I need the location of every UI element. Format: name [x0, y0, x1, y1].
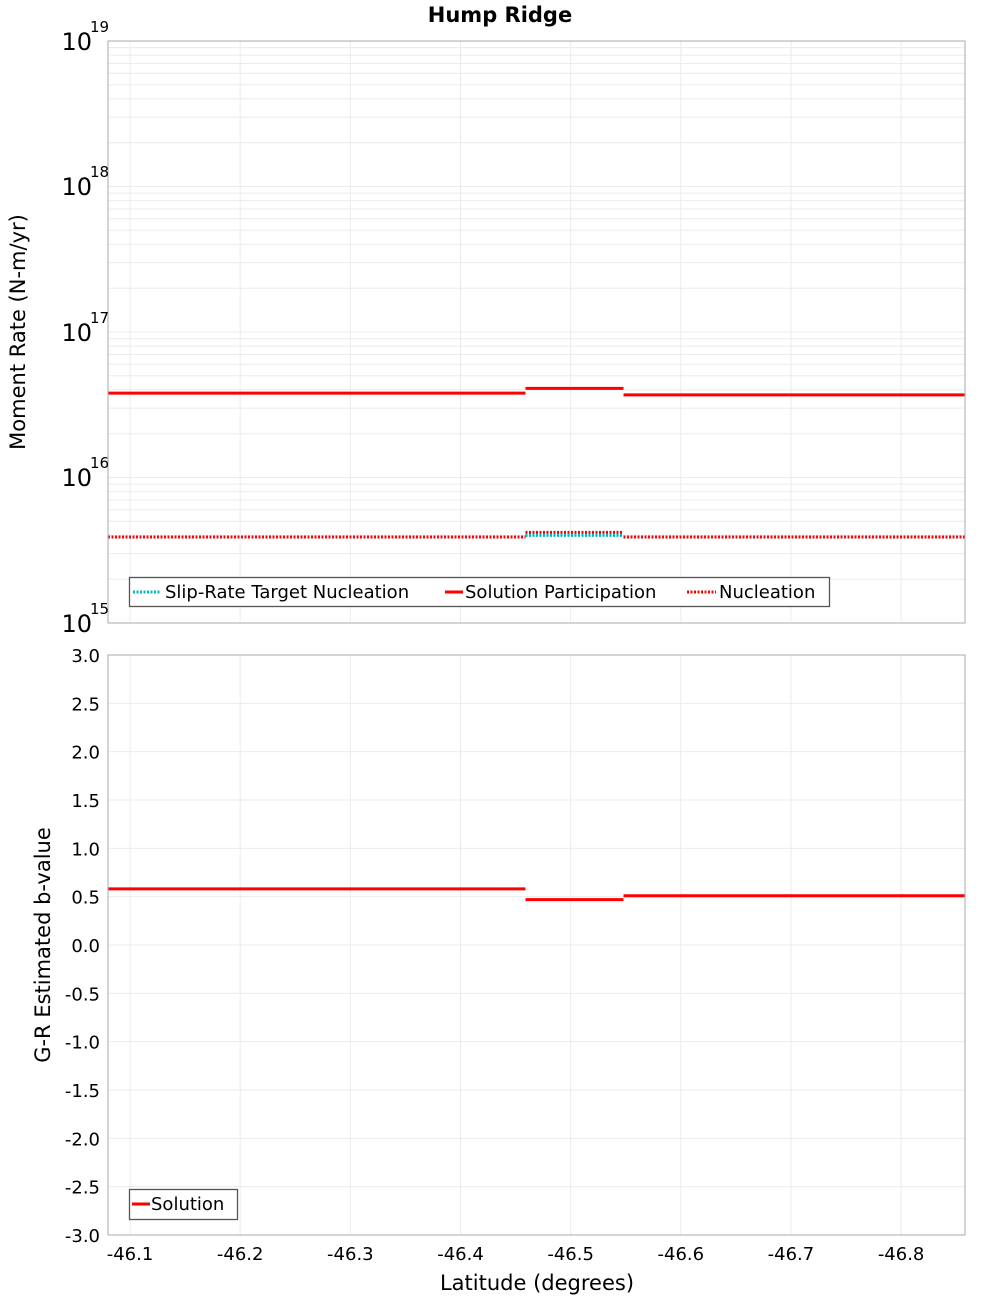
x-tick-label: -46.2	[217, 1244, 264, 1265]
svg-text:10: 10	[61, 464, 92, 492]
x-axis-label: Latitude (degrees)	[440, 1271, 634, 1295]
bottom-legend: Solution	[130, 1190, 238, 1220]
top-y-tick-18: 10 18	[61, 163, 109, 201]
x-tick-label: -46.7	[768, 1244, 815, 1265]
top-y-tick-19: 10 19	[61, 18, 109, 56]
svg-text:10: 10	[61, 173, 92, 201]
bottom-chart: 3.0 2.5 2.0 1.5 1.0 0.5 0.0 -0.5 -1.0 -1.5 -2.0 -2.…	[31, 646, 965, 1247]
x-tick-label: -46.6	[658, 1244, 705, 1265]
top-legend: Slip-Rate Target Nucleation Solution Par…	[130, 578, 830, 607]
y-tick-label: 1.0	[71, 839, 100, 860]
y-tick-label: 2.5	[71, 694, 100, 715]
bottom-y-axis-label: G-R Estimated b-value	[31, 827, 55, 1063]
y-tick-label: 0.0	[71, 936, 100, 957]
x-tick-label: -46.1	[107, 1244, 154, 1265]
x-tick-label: -46.5	[547, 1244, 594, 1265]
y-tick-label: 1.5	[71, 791, 100, 812]
y-tick-label: -2.5	[65, 1178, 100, 1199]
x-tick-label: -46.4	[437, 1244, 484, 1265]
bottom-y-ticks: 3.0 2.5 2.0 1.5 1.0 0.5 0.0 -0.5 -1.0 -1.5 -2.0 -2.…	[65, 646, 100, 1247]
y-tick-label: -3.0	[65, 1226, 100, 1247]
legend-target-label: Slip-Rate Target Nucleation	[165, 582, 409, 603]
svg-text:19: 19	[90, 18, 109, 36]
y-tick-label: -1.5	[65, 1081, 100, 1102]
y-tick-label: 2.0	[71, 743, 100, 764]
svg-text:16: 16	[90, 454, 109, 472]
svg-text:18: 18	[90, 163, 109, 181]
top-y-tick-17: 10 17	[61, 309, 109, 347]
top-y-tick-15: 10 15	[61, 600, 109, 638]
svg-text:15: 15	[90, 600, 109, 618]
top-chart: 10 19 10 18 10 17 10 16 10 15 Moment Rat…	[6, 18, 965, 638]
x-ticks: -46.1 -46.2 -46.3 -46.4 -46.5 -46.6 -46.7 -46.8	[107, 1244, 925, 1265]
legend-nucleation-label: Nucleation	[719, 582, 815, 603]
legend-solution-label: Solution Participation	[465, 582, 656, 603]
svg-text:10: 10	[61, 319, 92, 347]
svg-text:17: 17	[90, 309, 109, 327]
y-tick-label: -1.0	[65, 1033, 100, 1054]
chart-title: Hump Ridge	[428, 3, 572, 27]
top-y-axis-label: Moment Rate (N-m/yr)	[6, 214, 30, 450]
chart-canvas: Hump Ridge 10 19 10 18 10 17 10 16 10 15…	[0, 0, 1000, 1300]
y-tick-label: -2.0	[65, 1129, 100, 1150]
y-tick-label: 0.5	[71, 888, 100, 909]
y-tick-label: -0.5	[65, 984, 100, 1005]
x-tick-label: -46.3	[327, 1244, 374, 1265]
y-tick-label: 3.0	[71, 646, 100, 667]
svg-text:10: 10	[61, 28, 92, 56]
x-tick-label: -46.8	[878, 1244, 925, 1265]
svg-text:10: 10	[61, 610, 92, 638]
legend-bvalue-label: Solution	[151, 1194, 224, 1215]
top-y-tick-16: 10 16	[61, 454, 109, 492]
